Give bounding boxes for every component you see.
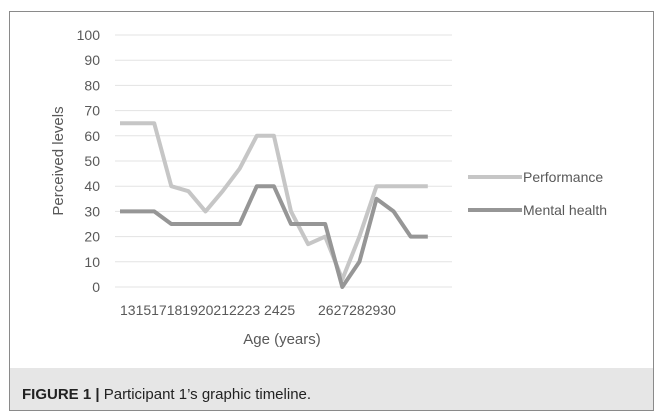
y-tick-labels: 0 10 20 30 40 50 60 70 80 90 100 <box>77 27 101 295</box>
legend-label-performance: Performance <box>523 169 603 185</box>
series-line-mental-health <box>120 184 428 289</box>
figure-caption: FIGURE 1 | Participant 1’s graphic timel… <box>22 386 311 403</box>
legend: Performance Mental health <box>468 169 607 218</box>
x-tick-label-group-2: 2627282930 <box>318 302 396 318</box>
y-tick-label-30: 30 <box>84 203 100 219</box>
y-tick-label-70: 70 <box>84 103 100 119</box>
series-line-performance <box>120 121 428 282</box>
caption-text: Participant 1’s graphic timeline. <box>103 386 312 403</box>
y-tick-label-60: 60 <box>84 128 100 144</box>
y-tick-label-10: 10 <box>84 254 100 270</box>
y-tick-label-80: 80 <box>84 77 100 93</box>
caption-label: FIGURE 1 | <box>22 386 100 403</box>
x-axis-title: Age (years) <box>243 331 321 348</box>
y-tick-label-50: 50 <box>84 153 100 169</box>
y-axis-title: Perceived levels <box>50 106 67 215</box>
caption-band <box>10 368 653 410</box>
series-lines <box>120 121 428 289</box>
y-tick-label-0: 0 <box>92 279 100 295</box>
y-tick-label-40: 40 <box>84 178 100 194</box>
y-tick-label-100: 100 <box>77 27 101 43</box>
y-tick-label-20: 20 <box>84 229 100 245</box>
y-tick-label-90: 90 <box>84 52 100 68</box>
legend-label-mental-health: Mental health <box>523 202 607 218</box>
x-tick-label-group-1: 131517181920212223 2425 <box>120 302 295 318</box>
